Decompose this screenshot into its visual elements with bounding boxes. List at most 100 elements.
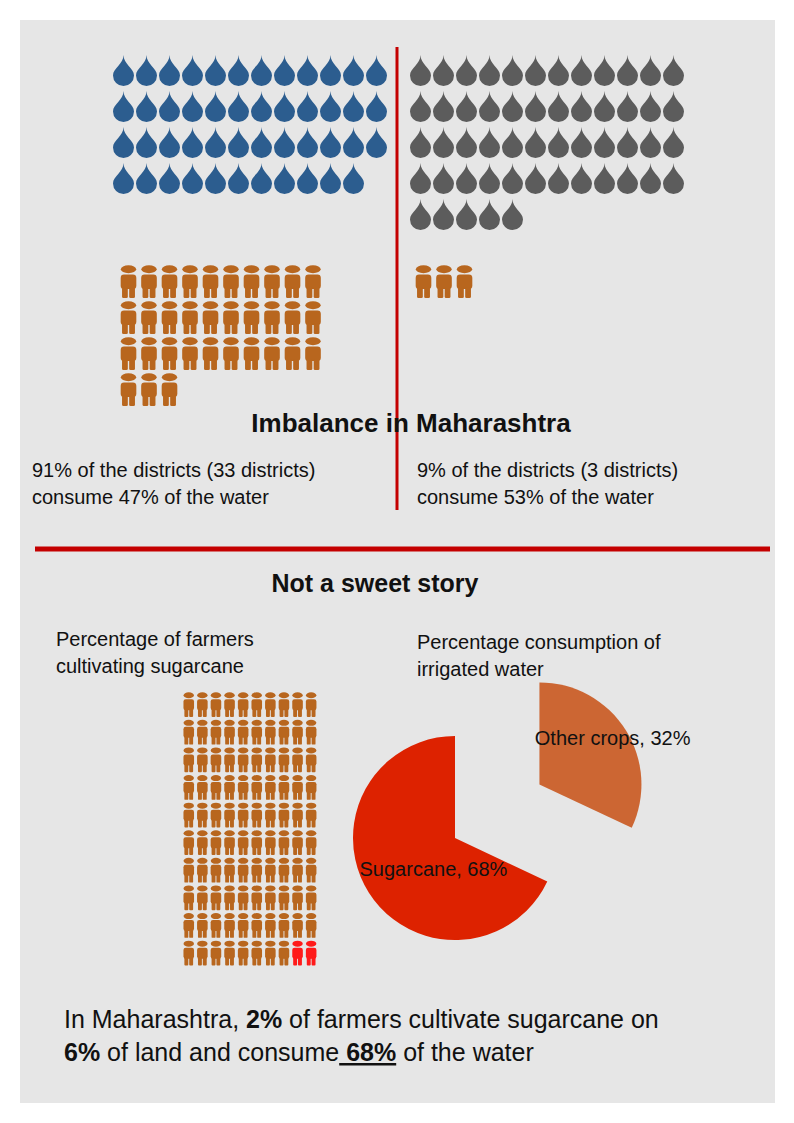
person-icon [162,337,178,370]
person-head [264,337,279,345]
person-icon [305,301,321,334]
person-leg [257,930,261,938]
person-body [264,275,280,290]
person-head [238,720,248,726]
person-icon [306,885,317,910]
person-leg [225,930,229,938]
person-icon [292,747,303,772]
person-leg [266,764,270,772]
person-icon [279,775,290,800]
person-icon [306,720,317,745]
person-icon [292,803,303,828]
person-icon [224,692,235,717]
person-leg [271,902,275,910]
person-leg [266,819,270,827]
person-leg [257,737,261,745]
person-body [182,347,198,362]
person-body [203,311,219,326]
person-head [238,885,248,891]
person-icon [238,775,249,800]
person-body [265,920,276,931]
person-head [184,830,194,836]
person-leg [266,930,270,938]
water-drop [251,127,272,158]
person-icon [265,941,276,966]
person-leg [280,875,284,883]
infographic: 91% of the districts (33 districts)consu… [0,0,794,1123]
water-drop [136,163,157,194]
person-leg [122,287,128,298]
person-leg [163,287,169,298]
person-body [183,837,194,848]
person-head [252,858,262,864]
person-body [224,754,235,765]
person-leg [252,930,256,938]
person-icon [279,913,290,938]
water-drop [320,127,341,158]
water-drop [159,163,180,194]
person-leg [307,902,311,910]
person-head [184,941,194,947]
person-head [292,775,302,781]
water-drop [113,127,134,158]
person-head [292,747,302,753]
water-drop [663,55,684,86]
person-body [292,727,303,738]
person-head [121,301,136,309]
person-icon [251,692,262,717]
person-icon [279,858,290,883]
person-head [224,775,234,781]
person-leg [266,287,272,298]
person-leg [284,764,288,772]
person-leg [293,875,297,883]
person-head [292,720,302,726]
person-leg [122,359,128,370]
person-body [251,892,262,903]
person-body [238,920,249,931]
person-body [279,699,290,710]
person-body [306,699,317,710]
person-head [292,803,302,809]
person-icon [162,373,178,406]
person-body [224,699,235,710]
person-icon [197,803,208,828]
person-leg [280,819,284,827]
person-body [306,948,317,959]
person-head [197,720,207,726]
person-body [183,892,194,903]
person-icon [197,747,208,772]
water-drop [205,55,226,86]
person-body [292,782,303,793]
person-leg [284,930,288,938]
person-icon [211,858,222,883]
person-head [252,941,262,947]
person-icon [197,941,208,966]
person-leg [298,902,302,910]
person-icon [183,775,194,800]
person-leg [252,902,256,910]
water-drop [456,199,477,230]
water-drop [548,55,569,86]
data-label: Other crops, 32% [535,727,691,749]
person-head [238,803,248,809]
water-drop [617,55,638,86]
water-drop [159,55,180,86]
person-head [306,913,316,919]
person-head [184,775,194,781]
person-body [203,347,219,362]
person-leg [266,737,270,745]
water-drop [297,163,318,194]
person-icon [182,337,198,370]
person-head [182,265,197,273]
water-drop [456,91,477,122]
person-head [252,692,262,698]
person-leg [257,819,261,827]
person-leg [239,875,243,883]
person-body [162,347,178,362]
water-drop [343,127,364,158]
person-icon [251,885,262,910]
person-body [183,810,194,821]
person-body [211,754,222,765]
person-head [238,692,248,698]
person-leg [293,847,297,855]
